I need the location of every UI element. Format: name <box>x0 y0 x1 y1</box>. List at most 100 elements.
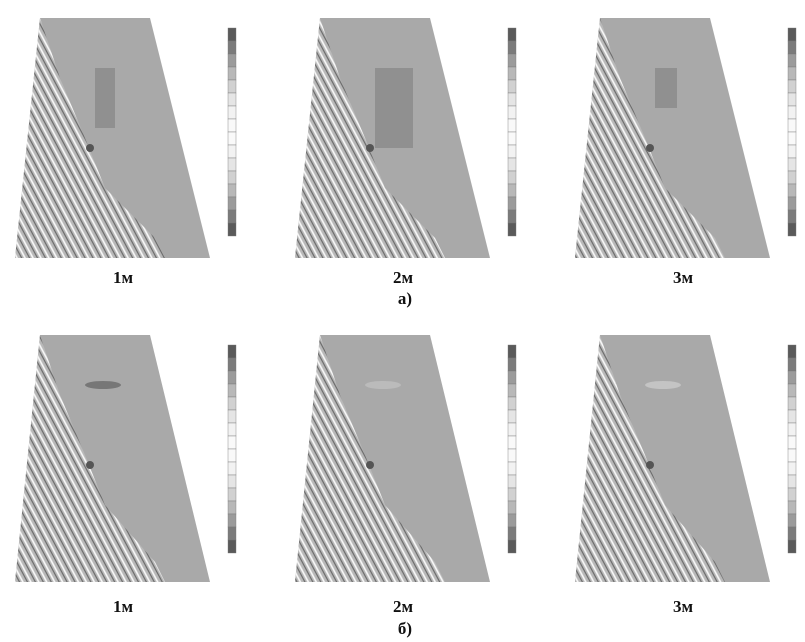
colorbar-segment <box>788 488 796 501</box>
colorbar-segment <box>788 501 796 514</box>
colorbar-segment <box>228 41 236 54</box>
colorbar-segment <box>788 119 796 132</box>
colorbar-segment <box>228 67 236 80</box>
colorbar-segment <box>788 436 796 449</box>
colorbar-segment <box>788 106 796 119</box>
colorbar-segment <box>788 41 796 54</box>
colorbar-segment <box>508 488 516 501</box>
colorbar-segment <box>508 171 516 184</box>
colorbar-segment <box>228 54 236 67</box>
flood-zone <box>375 68 413 148</box>
colorbar-segment <box>788 475 796 488</box>
map-panel <box>575 335 796 582</box>
colorbar-segment <box>508 184 516 197</box>
colorbar-segment <box>508 462 516 475</box>
colorbar-segment <box>508 106 516 119</box>
colorbar-segment <box>228 197 236 210</box>
panel-label: 3м <box>673 597 694 616</box>
colorbar-segment <box>788 410 796 423</box>
colorbar-segment <box>228 488 236 501</box>
map-panel <box>295 335 516 582</box>
colorbar-segment <box>228 423 236 436</box>
feature <box>646 144 654 152</box>
colorbar-segment <box>788 358 796 371</box>
colorbar-segment <box>228 514 236 527</box>
colorbar-segment <box>508 449 516 462</box>
colorbar-segment <box>508 345 516 358</box>
colorbar-segment <box>508 540 516 553</box>
panel-label: 1м <box>113 597 134 616</box>
colorbar-segment <box>508 132 516 145</box>
colorbar-segment <box>788 397 796 410</box>
colorbar-segment <box>508 54 516 67</box>
colorbar-segment <box>508 41 516 54</box>
colorbar-segment <box>788 540 796 553</box>
colorbar-segment <box>228 158 236 171</box>
colorbar-segment <box>228 449 236 462</box>
feature <box>366 461 374 469</box>
colorbar-segment <box>508 145 516 158</box>
colorbar-segment <box>228 119 236 132</box>
row-label: б) <box>398 619 412 638</box>
colorbar-segment <box>228 436 236 449</box>
panel-label: 3м <box>673 268 694 287</box>
colorbar-segment <box>788 80 796 93</box>
colorbar-segment <box>788 223 796 236</box>
colorbar-segment <box>788 171 796 184</box>
colorbar-segment <box>228 475 236 488</box>
colorbar-segment <box>788 158 796 171</box>
feature <box>86 144 94 152</box>
colorbar-segment <box>788 527 796 540</box>
colorbar-segment <box>228 462 236 475</box>
panel-label: 2м <box>393 268 414 287</box>
colorbar-segment <box>788 28 796 41</box>
colorbar-segment <box>508 80 516 93</box>
feature <box>646 461 654 469</box>
flood-zone <box>645 381 681 389</box>
colorbar-segment <box>228 171 236 184</box>
colorbar-segment <box>788 184 796 197</box>
colorbar-segment <box>228 80 236 93</box>
map-panel <box>575 18 796 258</box>
colorbar-segment <box>508 67 516 80</box>
colorbar-segment <box>228 93 236 106</box>
colorbar-segment <box>228 384 236 397</box>
colorbar-segment <box>228 501 236 514</box>
colorbar-segment <box>788 93 796 106</box>
colorbar-segment <box>788 384 796 397</box>
figure: 1м2м3ма)1м2м3мб) <box>0 0 805 642</box>
colorbar-segment <box>508 423 516 436</box>
colorbar-segment <box>788 210 796 223</box>
colorbar-segment <box>788 132 796 145</box>
colorbar-segment <box>788 423 796 436</box>
colorbar-segment <box>788 514 796 527</box>
colorbar-segment <box>788 462 796 475</box>
colorbar-segment <box>508 475 516 488</box>
colorbar-segment <box>508 527 516 540</box>
colorbar-segment <box>508 384 516 397</box>
colorbar-segment <box>228 210 236 223</box>
colorbar-segment <box>508 28 516 41</box>
map-panel <box>15 335 236 582</box>
flood-zone <box>655 68 677 108</box>
colorbar-segment <box>508 514 516 527</box>
colorbar-segment <box>788 54 796 67</box>
colorbar-segment <box>228 410 236 423</box>
colorbar-segment <box>228 345 236 358</box>
colorbar-segment <box>508 223 516 236</box>
colorbar-segment <box>788 345 796 358</box>
map-panel <box>295 18 516 258</box>
colorbar-segment <box>228 106 236 119</box>
colorbar-segment <box>788 197 796 210</box>
colorbar-segment <box>228 371 236 384</box>
colorbar-segment <box>228 223 236 236</box>
flood-zone <box>85 381 121 389</box>
colorbar-segment <box>508 410 516 423</box>
flood-zone <box>365 381 401 389</box>
colorbar-segment <box>508 197 516 210</box>
colorbar-segment <box>508 210 516 223</box>
feature <box>366 144 374 152</box>
colorbar-segment <box>228 397 236 410</box>
colorbar-segment <box>788 449 796 462</box>
colorbar-segment <box>788 67 796 80</box>
